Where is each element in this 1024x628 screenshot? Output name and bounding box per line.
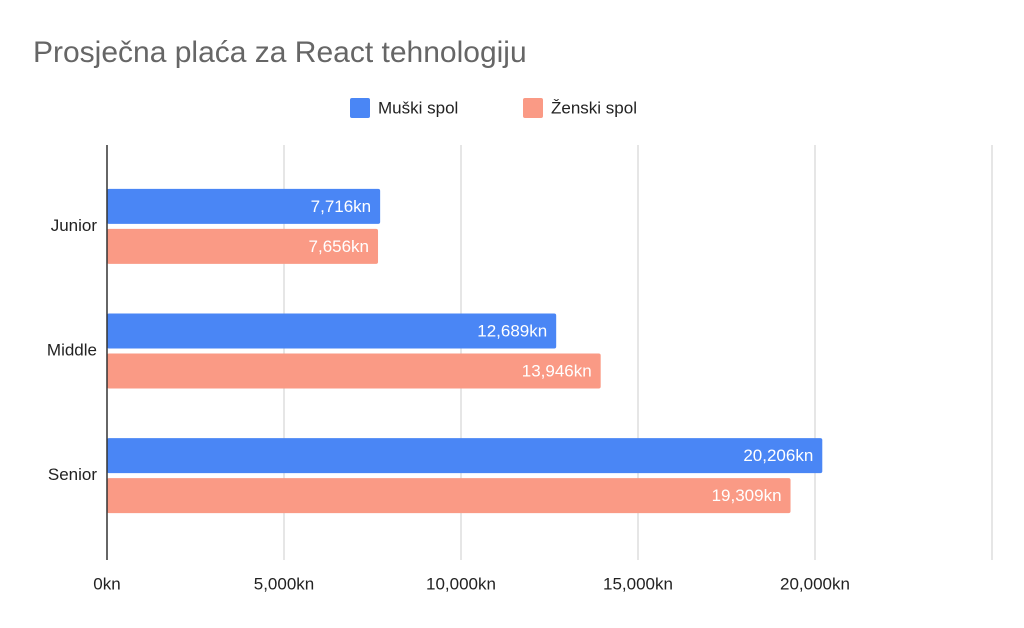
value-label: 19,309kn: [712, 486, 782, 505]
bar: [107, 313, 557, 349]
x-tick-label: 20,000kn: [780, 574, 850, 593]
value-label: 7,656kn: [309, 237, 370, 256]
legend-label: Muški spol: [378, 98, 458, 117]
legend-swatch: [350, 98, 370, 118]
value-label: 13,946kn: [522, 361, 592, 380]
bar: [107, 228, 379, 264]
value-label: 20,206kn: [743, 446, 813, 465]
value-label: 12,689kn: [477, 321, 547, 340]
bar: [107, 438, 823, 474]
y-tick-label: Junior: [51, 216, 98, 235]
y-tick-label: Middle: [47, 340, 97, 359]
x-tick-label: 5,000kn: [254, 574, 315, 593]
legend-swatch: [523, 98, 543, 118]
x-tick-label: 15,000kn: [603, 574, 673, 593]
x-tick-label: 0kn: [93, 574, 120, 593]
y-tick-label: Senior: [48, 465, 97, 484]
bar: [107, 188, 381, 224]
value-label: 7,716kn: [311, 197, 372, 216]
bar: [107, 353, 601, 389]
bar: [107, 478, 791, 514]
legend-label: Ženski spol: [551, 98, 637, 117]
chart-title: Prosječna plaća za React tehnologiju: [33, 36, 527, 69]
x-tick-label: 10,000kn: [426, 574, 496, 593]
